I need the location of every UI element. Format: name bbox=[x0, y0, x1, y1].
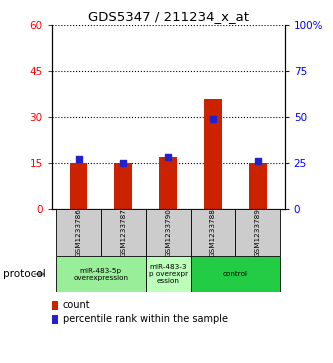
Point bbox=[121, 160, 126, 166]
Point bbox=[255, 158, 260, 164]
Bar bbox=[101, 209, 146, 256]
Bar bbox=[146, 256, 190, 292]
Bar bbox=[190, 209, 235, 256]
Bar bbox=[146, 209, 190, 256]
Text: GSM1233786: GSM1233786 bbox=[76, 208, 82, 257]
Bar bbox=[70, 163, 88, 209]
Bar bbox=[190, 256, 280, 292]
Text: percentile rank within the sample: percentile rank within the sample bbox=[63, 314, 227, 325]
Bar bbox=[114, 163, 132, 209]
Bar bbox=[159, 157, 177, 209]
Bar bbox=[235, 209, 280, 256]
Text: miR-483-3
p overexpr
ession: miR-483-3 p overexpr ession bbox=[149, 264, 188, 284]
Bar bbox=[204, 99, 222, 209]
Bar bbox=[56, 256, 146, 292]
Bar bbox=[249, 163, 267, 209]
Text: GSM1233789: GSM1233789 bbox=[255, 208, 261, 257]
Point bbox=[166, 155, 171, 160]
Text: miR-483-5p
overexpression: miR-483-5p overexpression bbox=[73, 268, 129, 281]
Text: GSM1233790: GSM1233790 bbox=[165, 208, 171, 257]
Point bbox=[210, 116, 216, 122]
Text: protocol: protocol bbox=[3, 269, 46, 279]
Title: GDS5347 / 211234_x_at: GDS5347 / 211234_x_at bbox=[88, 10, 249, 23]
Bar bbox=[56, 209, 101, 256]
Point bbox=[76, 156, 81, 162]
Text: count: count bbox=[63, 300, 90, 310]
Text: GSM1233788: GSM1233788 bbox=[210, 208, 216, 257]
Text: control: control bbox=[223, 271, 248, 277]
Text: GSM1233787: GSM1233787 bbox=[120, 208, 126, 257]
